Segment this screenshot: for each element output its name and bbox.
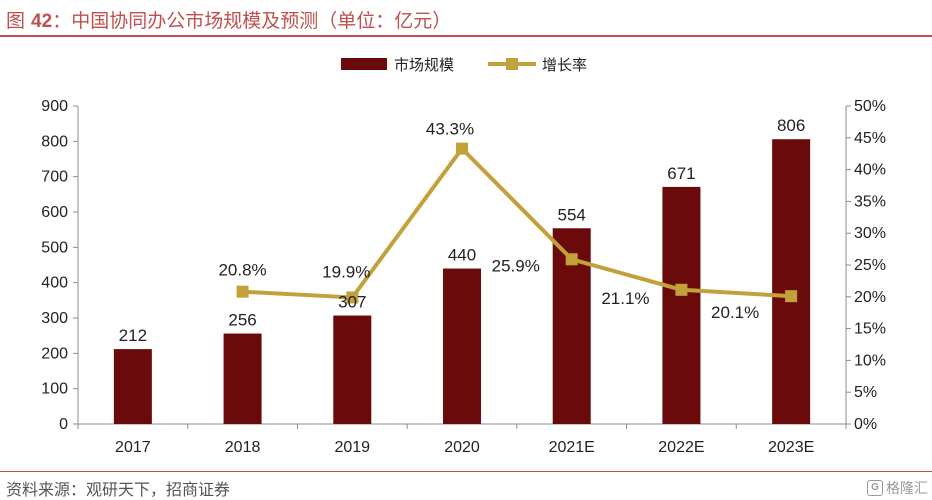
x-tick-label: 2021E [549, 439, 595, 456]
line-marker [236, 285, 249, 298]
legend: 市场规模 增长率 [341, 56, 587, 74]
legend-bar-swatch [341, 58, 387, 70]
line-marker [785, 290, 798, 303]
right-tick-label: 15% [854, 321, 886, 338]
bar [772, 139, 811, 425]
bar-value-label: 554 [558, 205, 586, 224]
line-marker [675, 283, 688, 296]
legend-bar-label: 市场规模 [394, 56, 454, 74]
growth-value-label: 20.1% [711, 303, 759, 322]
right-tick-label: 5% [854, 384, 877, 401]
growth-value-label: 43.3% [426, 120, 474, 139]
source-note: 资料来源：观研天下，招商证券 [6, 480, 231, 499]
right-tick-label: 20% [854, 289, 886, 306]
bar-value-label: 806 [777, 116, 805, 135]
x-tick-label: 2019 [334, 439, 370, 456]
left-tick-label: 300 [41, 310, 68, 327]
watermark-text: 格隆汇 [886, 481, 928, 497]
legend-line-label: 增长率 [542, 56, 587, 74]
bar-value-label: 256 [228, 311, 256, 330]
figure-title-number: 42 [31, 11, 53, 32]
left-tick-label: 500 [41, 239, 68, 256]
figure-title-text: ：中国协同办公市场规模及预测（单位：亿元） [52, 10, 452, 32]
bar-value-label: 440 [448, 246, 476, 265]
left-tick-label: 700 [41, 169, 68, 186]
watermark-logo-icon: G [867, 480, 883, 496]
left-tick-label: 600 [41, 204, 68, 221]
bar-value-label: 671 [667, 164, 695, 183]
figure-title-prefix: 图 [6, 10, 32, 32]
bar-value-label: 212 [119, 326, 147, 345]
right-tick-label: 10% [854, 352, 886, 369]
chart: 0 100 200 300 400 500 600 700 800 900 0% 5% 10% 15% 20… [41, 56, 886, 456]
bar [333, 315, 372, 424]
bar-value-label: 307 [338, 293, 366, 312]
figure-title: 图 42：中国协同办公市场规模及预测（单位：亿元） [6, 6, 451, 33]
right-tick-label: 0% [854, 416, 877, 433]
bar [223, 333, 262, 424]
line-marker [346, 291, 359, 304]
growth-value-label: 25.9% [492, 256, 540, 275]
right-tick-label: 35% [854, 193, 886, 210]
growth-value-label: 19.9% [322, 262, 370, 281]
line-series [236, 142, 798, 304]
bar-series [113, 139, 811, 425]
left-tick-label: 100 [41, 381, 68, 398]
growth-line [242, 146, 792, 300]
right-tick-label: 50% [854, 98, 886, 115]
left-tick-label: 0 [59, 416, 68, 433]
chart-axes: 0 100 200 300 400 500 600 700 800 900 0% 5% 10% 15% 20… [41, 98, 886, 456]
watermark: G 格隆汇 [867, 478, 928, 498]
x-tick-label: 2023E [768, 439, 814, 456]
left-tick-label: 900 [41, 98, 68, 115]
x-tick-label: 2020 [444, 439, 480, 456]
x-tick-label: 2017 [115, 439, 151, 456]
line-marker [456, 142, 468, 155]
growth-value-label: 21.1% [601, 289, 649, 308]
left-tick-label: 800 [41, 133, 68, 150]
growth-value-label: 20.8% [218, 261, 266, 280]
right-tick-label: 25% [854, 257, 886, 274]
left-tick-label: 400 [41, 275, 68, 292]
bar [443, 268, 481, 424]
footer-divider [0, 471, 932, 472]
bar [113, 349, 152, 424]
data-labels: 212 256 307 440 554 671 806 20.8% 19.9% 43.3% 25.9… [119, 116, 806, 345]
left-tick-label: 200 [41, 345, 68, 362]
right-tick-label: 40% [854, 162, 886, 179]
right-tick-label: 45% [854, 130, 886, 147]
x-tick-label: 2018 [225, 439, 261, 456]
legend-line-marker [506, 58, 518, 70]
x-tick-label: 2022E [658, 439, 704, 456]
bar [662, 186, 701, 424]
title-divider [0, 35, 932, 37]
line-marker [565, 253, 578, 266]
right-tick-label: 30% [854, 225, 886, 242]
